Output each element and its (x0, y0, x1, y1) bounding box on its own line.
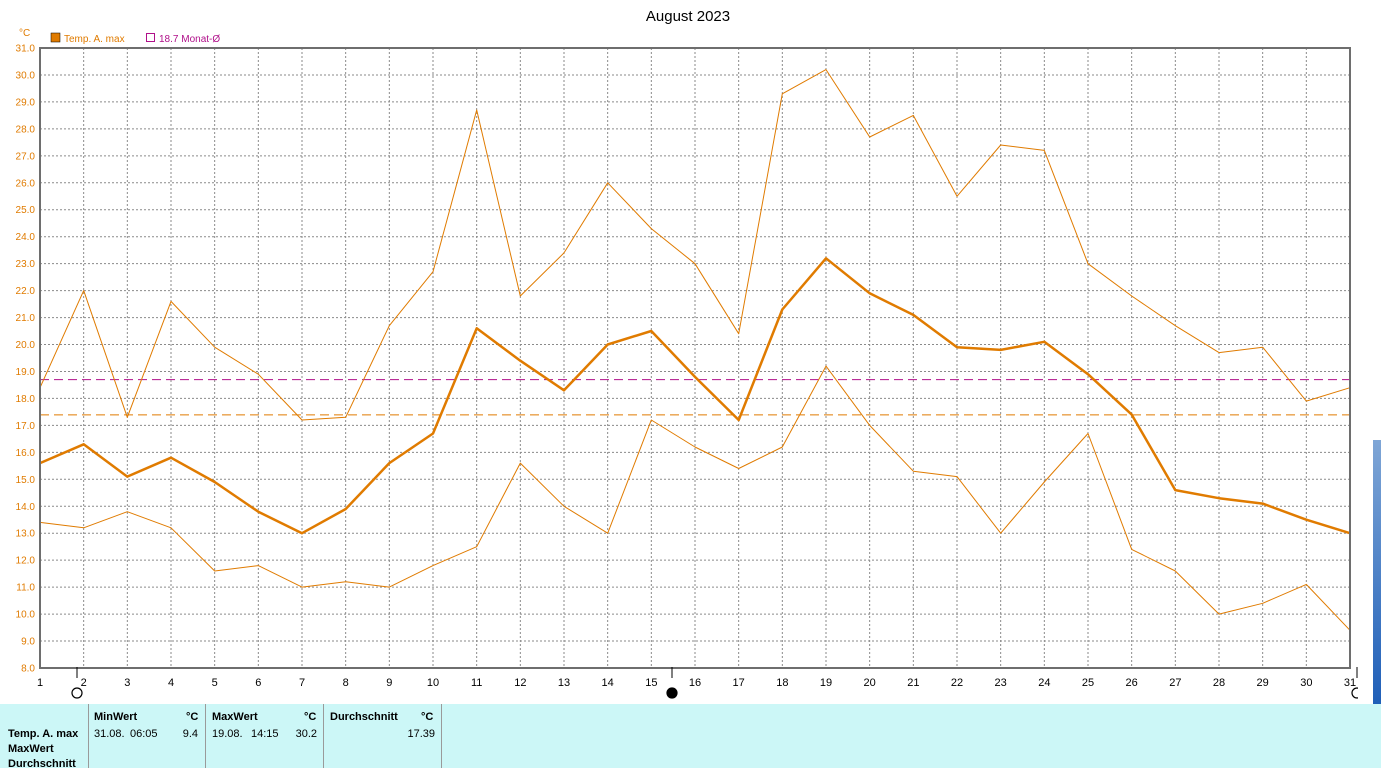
min-unit: °C (186, 711, 199, 723)
x-tick-label: 19 (820, 677, 832, 689)
x-tick-label: 21 (907, 677, 919, 689)
x-tick-label: 11 (471, 677, 482, 689)
y-tick-label: 28.0 (16, 124, 36, 135)
stats-row-label-max: MaxWert (8, 743, 54, 755)
x-tick-label: 3 (124, 677, 130, 689)
y-tick-label: 13.0 (16, 529, 36, 540)
x-tick-label: 23 (995, 677, 1007, 689)
legend-swatch-temp (50, 32, 61, 43)
legend-label-temp: Temp. A. max (64, 34, 125, 45)
x-tick-label: 29 (1257, 677, 1269, 689)
x-tick-label: 1 (37, 677, 43, 689)
stats-separator (205, 704, 206, 768)
max-unit: °C (304, 711, 317, 723)
max-header: MaxWert (212, 711, 258, 723)
avg-value: 17.39 (407, 728, 435, 740)
y-tick-label: 26.0 (16, 178, 36, 189)
series-line-average (39, 257, 1351, 535)
stats-separator (441, 704, 442, 768)
axes: 8.09.010.011.012.013.014.015.016.017.018… (16, 44, 1363, 699)
series-line-minimum (39, 365, 1351, 631)
y-tick-label: 16.0 (16, 448, 36, 459)
max-date: 19.08. (212, 728, 243, 740)
x-tick-label: 28 (1213, 677, 1225, 689)
x-tick-label: 24 (1038, 677, 1050, 689)
x-tick-label: 8 (343, 677, 349, 689)
x-tick-label: 5 (212, 677, 218, 689)
y-tick-label: 9.0 (21, 637, 35, 648)
statistics-panel: Temp. A. max MaxWert Durchschnitt MinWer… (0, 704, 1381, 770)
y-tick-label: 29.0 (16, 97, 36, 108)
x-tick-label: 15 (645, 677, 657, 689)
y-tick-label: 21.0 (16, 313, 36, 324)
min-header: MinWert (94, 711, 138, 723)
desktop-edge-strip (1373, 440, 1381, 704)
y-tick-label: 23.0 (16, 259, 36, 270)
y-tick-label: 20.0 (16, 340, 36, 351)
stats-row-label-avg: Durchschnitt (8, 758, 76, 770)
grid (40, 48, 1350, 668)
x-tick-label: 13 (558, 677, 570, 689)
y-tick-label: 15.0 (16, 475, 36, 486)
avg-unit: °C (421, 711, 434, 723)
y-tick-label: 19.0 (16, 367, 36, 378)
y-tick-label: 30.0 (16, 70, 36, 81)
y-tick-label: 22.0 (16, 286, 36, 297)
plot-frame (39, 47, 1351, 669)
min-date: 31.08. (94, 728, 125, 740)
y-tick-label: 31.0 (16, 44, 36, 55)
x-tick-label: 31 (1344, 677, 1356, 689)
max-value: 30.2 (295, 728, 317, 740)
full-moon-icon (71, 687, 83, 699)
x-tick-label: 27 (1169, 677, 1181, 689)
x-tick-label: 30 (1300, 677, 1312, 689)
x-tick-label: 2 (81, 677, 87, 689)
stats-separator (323, 704, 324, 768)
stats-row-label-temp: Temp. A. max (8, 728, 79, 740)
x-tick-label: 26 (1126, 677, 1138, 689)
series-line-maximum (39, 69, 1351, 421)
x-tick-label: 14 (602, 677, 614, 689)
min-value: 9.4 (182, 728, 198, 740)
avg-header: Durchschnitt (330, 711, 398, 723)
x-tick-label: 16 (689, 677, 701, 689)
legend-label-month-avg: 18.7 Monat-Ø (159, 34, 220, 45)
y-tick-label: 11.0 (16, 583, 35, 594)
y-tick-label: 10.0 (16, 610, 36, 621)
x-tick-label: 10 (427, 677, 439, 689)
x-tick-label: 17 (733, 677, 745, 689)
new-moon-icon (666, 687, 678, 699)
x-tick-label: 18 (776, 677, 788, 689)
y-tick-label: 14.0 (16, 502, 36, 513)
series-lines (39, 69, 1351, 631)
y-tick-label: 24.0 (16, 232, 36, 243)
chart-title: August 2023 (646, 8, 730, 25)
y-tick-label: 25.0 (16, 205, 36, 216)
legend-swatch-month-avg (146, 33, 155, 42)
x-tick-label: 12 (514, 677, 526, 689)
y-tick-label: 8.0 (21, 664, 35, 675)
min-time: 06:05 (130, 728, 158, 740)
stats-separator (88, 704, 89, 768)
x-tick-label: 22 (951, 677, 963, 689)
max-time: 14:15 (251, 728, 279, 740)
y-axis-unit: °C (19, 28, 30, 39)
x-tick-label: 7 (299, 677, 305, 689)
y-tick-label: 27.0 (16, 151, 36, 162)
reference-lines (40, 379, 1350, 416)
x-tick-label: 4 (168, 677, 174, 689)
y-tick-label: 12.0 (16, 556, 36, 567)
y-tick-label: 17.0 (16, 421, 36, 432)
x-tick-label: 20 (864, 677, 876, 689)
x-tick-label: 9 (386, 677, 392, 689)
x-tick-label: 25 (1082, 677, 1094, 689)
x-tick-label: 6 (255, 677, 261, 689)
chart-area: August 2023 °C Temp. A. max 18.7 Monat-Ø… (16, 8, 1363, 699)
y-tick-label: 18.0 (16, 394, 36, 405)
